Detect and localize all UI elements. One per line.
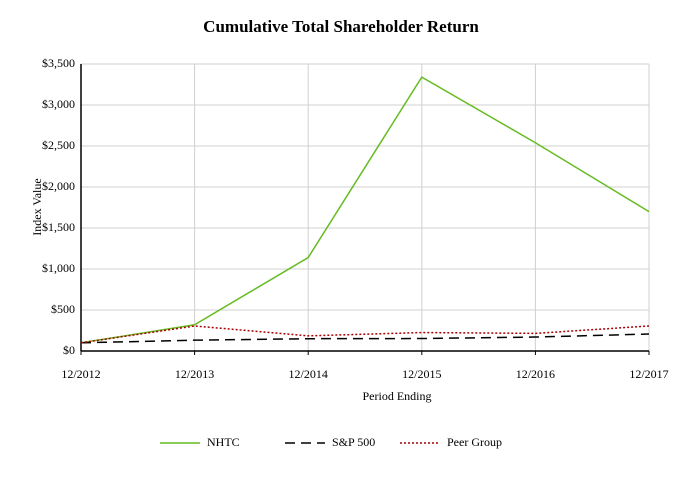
x-tick-label: 12/2015	[402, 367, 441, 381]
y-tick-label: $500	[51, 302, 75, 316]
y-tick-label: $1,000	[42, 261, 75, 275]
series-line	[80, 76, 650, 344]
y-tick-label: $3,500	[42, 56, 75, 70]
x-tick-label: 12/2016	[516, 367, 555, 381]
y-tick-label: $0	[63, 343, 75, 357]
series-line	[80, 325, 650, 344]
y-tick-label: $2,000	[42, 179, 75, 193]
y-tick-label: $1,500	[42, 220, 75, 234]
y-tick-label: $3,000	[42, 97, 75, 111]
x-tick-label: 12/2014	[289, 367, 328, 381]
y-axis-label: Index Value	[30, 178, 44, 235]
legend-label: Peer Group	[447, 435, 502, 449]
series-line	[80, 333, 650, 344]
x-tick-label: 12/2012	[61, 367, 100, 381]
legend-label: S&P 500	[332, 435, 375, 449]
y-tick-label: $2,500	[42, 138, 75, 152]
legend-label: NHTC	[207, 435, 240, 449]
x-axis-label: Period Ending	[363, 389, 432, 403]
x-tick-label: 12/2017	[629, 367, 668, 381]
chart-title: Cumulative Total Shareholder Return	[203, 17, 479, 36]
x-tick-label: 12/2013	[175, 367, 214, 381]
